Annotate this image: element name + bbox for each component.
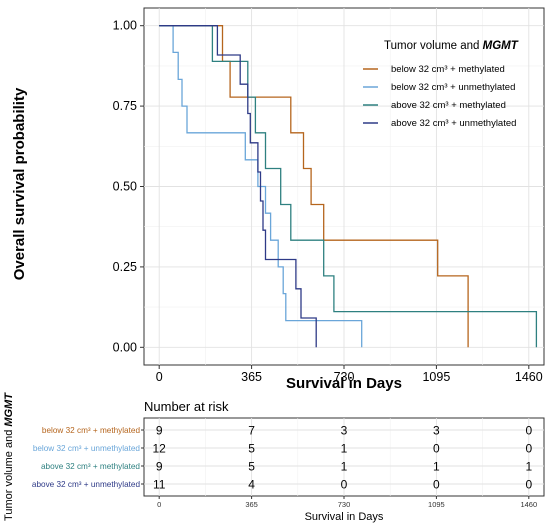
risk-count: 7 bbox=[248, 424, 255, 438]
risk-x-tick-label: 0 bbox=[157, 500, 161, 509]
risk-row-label: above 32 cm³ + methylated bbox=[41, 462, 140, 471]
x-axis-label: Survival in Days bbox=[286, 375, 402, 392]
risk-table-y-axis-label: Tumor volume and MGMT bbox=[3, 392, 15, 521]
risk-table-rows: below 32 cm³ + methylated 9 7 3 3 0 below 32 c… bbox=[32, 424, 533, 492]
legend-title-emph: MGMT bbox=[483, 40, 519, 52]
x-axis-ticks: 0 365 730 1095 1460 bbox=[156, 365, 543, 384]
x-tick-label: 730 bbox=[334, 370, 355, 384]
risk-row-label: above 32 cm³ + unmethylated bbox=[32, 480, 141, 489]
risk-x-tick-label: 365 bbox=[245, 500, 258, 509]
risk-count: 11 bbox=[153, 478, 166, 492]
x-tick-label: 1460 bbox=[515, 370, 543, 384]
legend-item-label: below 32 cm³ + methylated bbox=[391, 64, 505, 75]
risk-count: 0 bbox=[525, 478, 532, 492]
risk-x-tick-label: 1095 bbox=[428, 500, 445, 509]
legend-title: Tumor volume and MGMT bbox=[384, 40, 519, 52]
risk-count: 5 bbox=[248, 460, 255, 474]
risk-ylabel-emph: MGMT bbox=[3, 392, 15, 427]
risk-count: 9 bbox=[156, 424, 163, 438]
risk-count: 3 bbox=[341, 424, 348, 438]
risk-count: 0 bbox=[525, 442, 532, 456]
risk-count: 0 bbox=[433, 478, 440, 492]
x-tick-label: 0 bbox=[156, 370, 163, 384]
survival-plot: 0.00 0.25 0.50 0.75 1.00 0 365 730 1095 1460 Ove… bbox=[11, 7, 545, 392]
survival-curve-3 bbox=[159, 25, 538, 348]
x-tick-label: 365 bbox=[241, 370, 262, 384]
y-tick-label: 1.00 bbox=[113, 19, 137, 33]
survival-curves bbox=[159, 25, 538, 348]
y-tick-label: 0.75 bbox=[113, 99, 137, 113]
x-tick-label: 1095 bbox=[422, 370, 450, 384]
legend: Tumor volume and MGMT below 32 cm³ + met… bbox=[363, 40, 519, 129]
risk-count: 3 bbox=[433, 424, 440, 438]
plot-grid bbox=[144, 8, 544, 365]
legend-item-label: above 32 cm³ + unmethylated bbox=[391, 118, 516, 129]
risk-count: 5 bbox=[248, 442, 255, 456]
risk-count: 1 bbox=[341, 460, 348, 474]
risk-table-x-ticks: 0 365 730 1095 1460 bbox=[157, 496, 537, 509]
risk-count: 0 bbox=[341, 478, 348, 492]
risk-table: Number at risk below 32 cm³ + methylated… bbox=[3, 392, 545, 523]
risk-ylabel-prefix: Tumor volume and bbox=[3, 427, 15, 521]
survival-curve-4 bbox=[159, 25, 317, 348]
legend-item-label: above 32 cm³ + methylated bbox=[391, 100, 506, 111]
risk-count: 1 bbox=[433, 460, 440, 474]
risk-row-label: below 32 cm³ + methylated bbox=[42, 426, 141, 435]
legend-title-prefix: Tumor volume and bbox=[384, 40, 483, 52]
y-axis-ticks: 0.00 0.25 0.50 0.75 1.00 bbox=[113, 19, 144, 354]
y-tick-label: 0.25 bbox=[113, 260, 137, 274]
risk-table-x-axis-label: Survival in Days bbox=[305, 511, 384, 523]
y-axis-label: Overall survival probability bbox=[11, 87, 28, 280]
y-tick-label: 0.50 bbox=[113, 180, 137, 194]
risk-table-title: Number at risk bbox=[144, 399, 229, 414]
risk-count: 12 bbox=[153, 442, 167, 456]
risk-count: 0 bbox=[525, 424, 532, 438]
risk-count: 0 bbox=[433, 442, 440, 456]
legend-item-label: below 32 cm³ + unmethylated bbox=[391, 82, 515, 93]
risk-table-grid bbox=[144, 418, 544, 496]
risk-count: 4 bbox=[248, 478, 255, 492]
risk-count: 9 bbox=[156, 460, 163, 474]
risk-x-tick-label: 1460 bbox=[520, 500, 537, 509]
legend-items: below 32 cm³ + methylated below 32 cm³ + … bbox=[363, 64, 516, 129]
risk-row-label: below 32 cm³ + unmethylated bbox=[33, 444, 141, 453]
risk-count: 1 bbox=[341, 442, 348, 456]
risk-count: 1 bbox=[525, 460, 532, 474]
y-tick-label: 0.00 bbox=[113, 340, 137, 354]
risk-x-tick-label: 730 bbox=[338, 500, 351, 509]
